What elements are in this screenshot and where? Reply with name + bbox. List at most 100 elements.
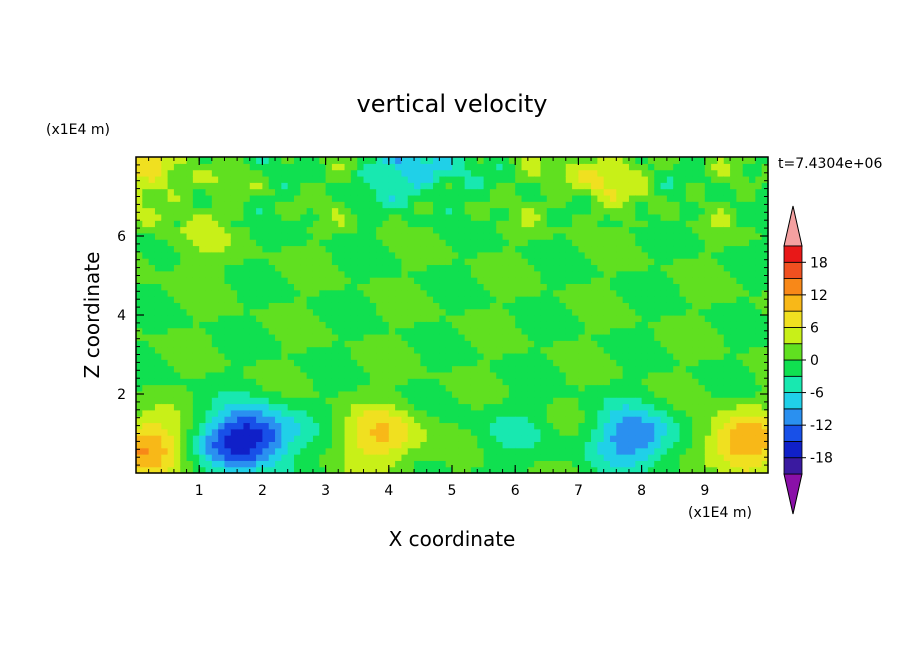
contour-cell bbox=[414, 169, 421, 177]
contour-cell bbox=[496, 384, 504, 392]
contour-cell bbox=[180, 194, 188, 202]
contour-cell bbox=[218, 239, 226, 247]
contour-cell bbox=[723, 283, 731, 291]
contour-cell bbox=[357, 346, 365, 354]
contour-cell bbox=[407, 182, 415, 190]
contour-cell bbox=[521, 416, 529, 424]
contour-cell bbox=[325, 169, 333, 177]
contour-cell bbox=[597, 352, 605, 360]
contour-cell bbox=[382, 213, 390, 221]
contour-cell bbox=[388, 447, 396, 455]
contour-cell bbox=[736, 251, 744, 259]
contour-cell bbox=[262, 213, 270, 221]
contour-cell bbox=[559, 226, 567, 234]
contour-cell bbox=[666, 454, 674, 461]
contour-cell bbox=[597, 296, 605, 303]
contour-cell bbox=[761, 258, 769, 266]
contour-cell bbox=[192, 378, 200, 386]
contour-cell bbox=[483, 264, 491, 272]
contour-cell bbox=[736, 277, 744, 284]
contour-cell bbox=[673, 346, 681, 354]
contour-cell bbox=[647, 239, 655, 247]
contour-cell bbox=[363, 264, 371, 272]
contour-cell bbox=[603, 447, 611, 455]
contour-cell bbox=[167, 435, 175, 442]
contour-cell bbox=[376, 226, 384, 234]
contour-cell bbox=[268, 346, 276, 354]
contour-cell bbox=[382, 390, 390, 398]
contour-cell bbox=[711, 270, 719, 278]
contour-cell bbox=[692, 365, 700, 373]
contour-cell bbox=[445, 333, 453, 341]
contour-cell bbox=[654, 416, 662, 424]
contour-cell bbox=[199, 157, 207, 164]
contour-cell bbox=[698, 447, 706, 455]
contour-cell bbox=[401, 315, 409, 322]
contour-cell bbox=[136, 245, 143, 253]
contour-cell bbox=[730, 188, 737, 196]
contour-cell bbox=[464, 403, 472, 411]
contour-cell bbox=[534, 397, 542, 405]
contour-cell bbox=[540, 435, 548, 442]
contour-cell bbox=[136, 308, 143, 316]
contour-cell bbox=[325, 359, 333, 367]
contour-cell bbox=[673, 397, 681, 405]
contour-cell bbox=[294, 384, 301, 392]
contour-cell bbox=[173, 175, 181, 183]
contour-cell bbox=[470, 327, 478, 335]
contour-cell bbox=[148, 194, 156, 202]
contour-cell bbox=[616, 365, 624, 373]
contour-cell bbox=[161, 194, 169, 202]
contour-cell bbox=[294, 175, 301, 183]
contour-cell bbox=[275, 226, 282, 234]
contour-cell bbox=[275, 371, 282, 379]
contour-cell bbox=[344, 169, 352, 177]
contour-cell bbox=[742, 182, 750, 190]
contour-cell bbox=[628, 201, 636, 209]
contour-cell bbox=[268, 371, 276, 379]
contour-cell bbox=[350, 460, 358, 468]
contour-cell bbox=[666, 333, 674, 341]
contour-cell bbox=[363, 359, 371, 367]
contour-cell bbox=[565, 251, 573, 259]
contour-cell bbox=[534, 371, 542, 379]
contour-cell bbox=[692, 333, 700, 341]
contour-cell bbox=[262, 308, 270, 316]
contour-cell bbox=[401, 378, 409, 386]
contour-cell bbox=[148, 378, 156, 386]
contour-cell bbox=[635, 460, 643, 468]
contour-cell bbox=[331, 384, 339, 392]
contour-cell bbox=[654, 245, 662, 253]
contour-cell bbox=[173, 201, 181, 209]
contour-cell bbox=[420, 169, 428, 177]
contour-cell bbox=[224, 333, 232, 341]
contour-cell bbox=[331, 315, 339, 322]
contour-cell bbox=[230, 428, 238, 436]
contour-cell bbox=[483, 340, 491, 348]
contour-cell bbox=[666, 220, 674, 228]
contour-cell bbox=[205, 213, 213, 221]
contour-cell bbox=[496, 264, 504, 272]
contour-cell bbox=[597, 365, 605, 373]
contour-cell bbox=[698, 308, 706, 316]
contour-cell bbox=[597, 175, 605, 183]
contour-cell bbox=[420, 371, 428, 379]
contour-cell bbox=[287, 371, 295, 379]
contour-cell bbox=[136, 321, 143, 329]
contour-cell bbox=[578, 251, 586, 259]
contour-cell bbox=[515, 308, 523, 316]
contour-cell bbox=[445, 213, 453, 221]
contour-cell bbox=[388, 333, 396, 341]
contour-cell bbox=[445, 169, 453, 177]
contour-cell bbox=[723, 403, 731, 411]
contour-cell bbox=[439, 321, 447, 329]
contour-cell bbox=[281, 245, 289, 253]
contour-cell bbox=[243, 308, 251, 316]
contour-cell bbox=[420, 264, 428, 272]
contour-cell bbox=[610, 447, 617, 455]
contour-cell bbox=[344, 441, 352, 449]
contour-cell bbox=[565, 232, 573, 240]
contour-cell bbox=[730, 447, 737, 455]
contour-cell bbox=[186, 346, 194, 354]
contour-cell bbox=[685, 232, 693, 240]
